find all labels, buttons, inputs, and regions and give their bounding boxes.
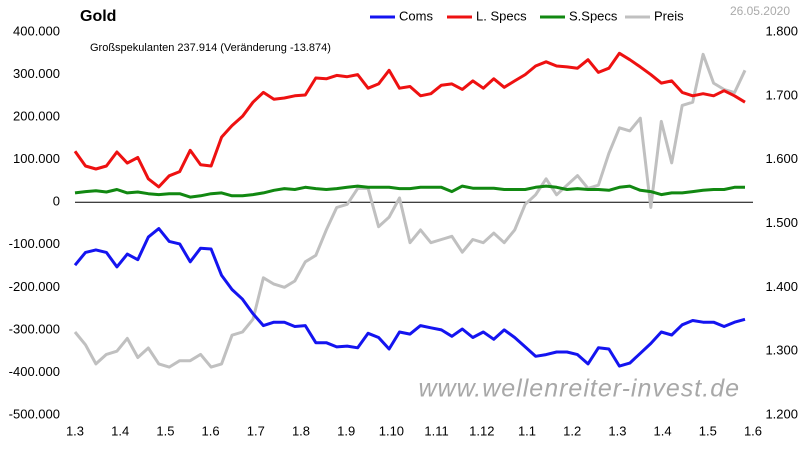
y2-tick-label: 1.800	[765, 23, 798, 38]
series-line	[73, 52, 747, 369]
x-tick-label: 1.12	[469, 423, 494, 438]
y-tick-label: -200.000	[9, 279, 60, 294]
legend-label: Preis	[654, 8, 684, 23]
y2-tick-label: 1.300	[765, 343, 798, 358]
y-tick-label: 100.000	[13, 151, 60, 166]
x-tick-label: 1.3	[608, 423, 626, 438]
x-tick-label: 1.5	[156, 423, 174, 438]
chart-title: Gold	[80, 8, 116, 25]
y-tick-label: -100.000	[9, 236, 60, 251]
y2-tick-label: 1.500	[765, 215, 798, 230]
y-tick-label: 300.000	[13, 66, 60, 81]
y-tick-label: 0	[53, 194, 60, 209]
x-tick-label: 1.3	[66, 423, 84, 438]
subtitle: Großspekulanten 237.914 (Veränderung -13…	[90, 42, 331, 54]
series-line	[73, 51, 746, 189]
y-tick-label: -500.000	[9, 406, 60, 421]
series-line	[73, 227, 746, 368]
y-tick-label: -400.000	[9, 364, 60, 379]
x-tick-label: 1.4	[111, 423, 129, 438]
y2-tick-label: 1.400	[765, 279, 798, 294]
legend-label: S.Specs	[569, 8, 618, 23]
y-tick-label: 400.000	[13, 23, 60, 38]
y2-tick-label: 1.200	[765, 406, 798, 421]
x-tick-label: 1.2	[563, 423, 581, 438]
x-tick-label: 1.6	[744, 423, 762, 438]
legend-label: L. Specs	[476, 8, 527, 23]
legend-label: Coms	[399, 8, 433, 23]
y-tick-label: -300.000	[9, 321, 60, 336]
y-tick-label: 200.000	[13, 109, 60, 124]
x-tick-label: 1.5	[699, 423, 717, 438]
series-line	[74, 184, 745, 199]
x-tick-label: 1.8	[292, 423, 310, 438]
x-tick-label: 1.1	[518, 423, 536, 438]
x-tick-label: 1.11	[424, 423, 448, 438]
x-tick-label: 1.9	[337, 423, 355, 438]
y2-tick-label: 1.600	[765, 151, 798, 166]
x-tick-label: 1.10	[379, 423, 404, 438]
x-tick-label: 1.4	[654, 423, 672, 438]
x-tick-label: 1.6	[202, 423, 220, 438]
y2-tick-label: 1.700	[765, 87, 798, 102]
x-tick-label: 1.7	[247, 423, 265, 438]
date: 26.05.2020	[730, 4, 790, 18]
watermark: www.wellenreiter-invest.de	[419, 375, 741, 403]
